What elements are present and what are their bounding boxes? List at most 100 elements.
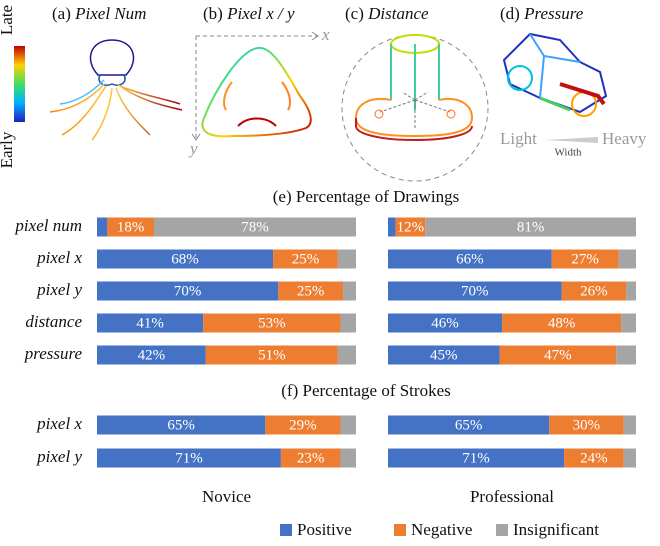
legend-label: Insignificant: [513, 520, 599, 539]
group-label: Novice: [202, 487, 251, 506]
panel-label: (c): [345, 4, 364, 23]
value-label: 71%: [175, 450, 203, 466]
legend-swatch: [280, 524, 292, 536]
panel-name: Pixel x / y: [226, 4, 295, 23]
width-label: Width: [554, 147, 582, 159]
bar-segment: [97, 217, 108, 237]
bar-segment: [273, 249, 338, 269]
group-label: Professional: [470, 487, 554, 506]
bar-segment: [618, 249, 636, 269]
value-label: 65%: [455, 417, 483, 433]
bar-segment: [340, 313, 356, 333]
value-label: 42%: [138, 347, 166, 363]
colorbar-bottom-label: Early: [0, 131, 16, 168]
colorbar-gradient: [14, 46, 25, 122]
legend-swatch: [496, 524, 508, 536]
bar-segment: [388, 448, 565, 468]
value-label: 18%: [117, 219, 145, 235]
bar-segment: [395, 217, 426, 237]
triangle-drawing: [191, 31, 319, 141]
value-label: 12%: [397, 219, 425, 235]
value-label: 70%: [461, 283, 489, 299]
bar-segment: [97, 345, 206, 365]
legend-label: Negative: [411, 520, 472, 539]
panel-label: (a): [52, 4, 71, 23]
bar-segment: [203, 313, 341, 333]
category-label: distance: [25, 312, 82, 331]
value-label: 48%: [548, 315, 576, 331]
panel-name: Pixel Num: [74, 4, 146, 23]
value-label: 27%: [571, 251, 599, 267]
value-label: 41%: [136, 315, 164, 331]
value-label: 68%: [171, 251, 199, 267]
panel-title: (d) Pressure: [500, 4, 584, 23]
bar-segment: [337, 345, 356, 365]
bar-segment: [97, 415, 266, 435]
category-label: pixel y: [36, 280, 82, 299]
bar-segment: [340, 415, 356, 435]
value-label: 65%: [167, 417, 195, 433]
bar-segment: [388, 281, 562, 301]
bar-segment: [616, 345, 636, 365]
bar-segment: [97, 448, 281, 468]
value-label: 45%: [430, 347, 458, 363]
value-label: 29%: [289, 417, 317, 433]
bar-segment: [425, 217, 636, 237]
panel-label: (b): [203, 4, 223, 23]
panel-title: (a) Pixel Num: [52, 4, 146, 23]
value-label: 25%: [297, 283, 325, 299]
bar-charts: (e) Percentage of Drawings pixel num pixel…: [14, 187, 636, 539]
bar-segment: [278, 281, 344, 301]
octopus-drawing: [49, 39, 183, 141]
bar-segment: [97, 249, 274, 269]
bar-segment: [205, 345, 338, 365]
bar-segment: [388, 249, 552, 269]
bar-segment: [107, 217, 154, 237]
value-label: 71%: [462, 450, 490, 466]
width-wedge: [545, 137, 598, 143]
category-label: pixel y: [36, 447, 82, 466]
panel-title: (c) Distance: [345, 4, 429, 23]
light-label: Light: [500, 129, 537, 148]
bar-segment: [549, 415, 624, 435]
panel-label: (d): [500, 4, 520, 23]
bar-segment: [551, 249, 619, 269]
value-label: 81%: [517, 219, 545, 235]
value-label: 24%: [580, 450, 608, 466]
value-label: 51%: [258, 347, 286, 363]
bar-segment: [340, 448, 356, 468]
bar-segment: [343, 281, 356, 301]
legend-swatch: [394, 524, 406, 536]
bar-segment: [623, 415, 636, 435]
bar-segment: [623, 448, 636, 468]
panel-name: Distance: [367, 4, 429, 23]
value-label: 30%: [573, 417, 601, 433]
category-label: pixel x: [36, 248, 82, 267]
bar-segment: [502, 313, 622, 333]
value-label: 53%: [258, 315, 286, 331]
bar-segment: [621, 313, 636, 333]
bar-segment: [388, 217, 396, 237]
bar-segment: [337, 249, 356, 269]
bar-segment: [97, 281, 279, 301]
chart-title: (f) Percentage of Strokes: [281, 381, 450, 400]
value-label: 46%: [431, 315, 459, 331]
bar-segment: [280, 448, 341, 468]
bar-segment: [388, 313, 503, 333]
value-label: 47%: [544, 347, 572, 363]
chart-title: (e) Percentage of Drawings: [273, 187, 459, 206]
value-label: 26%: [580, 283, 608, 299]
distance-drawing: [341, 34, 489, 182]
heavy-label: Heavy: [602, 129, 647, 148]
value-label: 70%: [174, 283, 202, 299]
car-drawing: [502, 32, 608, 117]
colorbar: Late Early: [0, 5, 25, 168]
panel-name: Pressure: [523, 4, 584, 23]
value-label: 25%: [292, 251, 320, 267]
bar-segment: [561, 281, 627, 301]
category-label: pixel num: [14, 216, 82, 235]
value-label: 66%: [456, 251, 484, 267]
bar-segment: [153, 217, 356, 237]
category-label: pixel x: [36, 414, 82, 433]
